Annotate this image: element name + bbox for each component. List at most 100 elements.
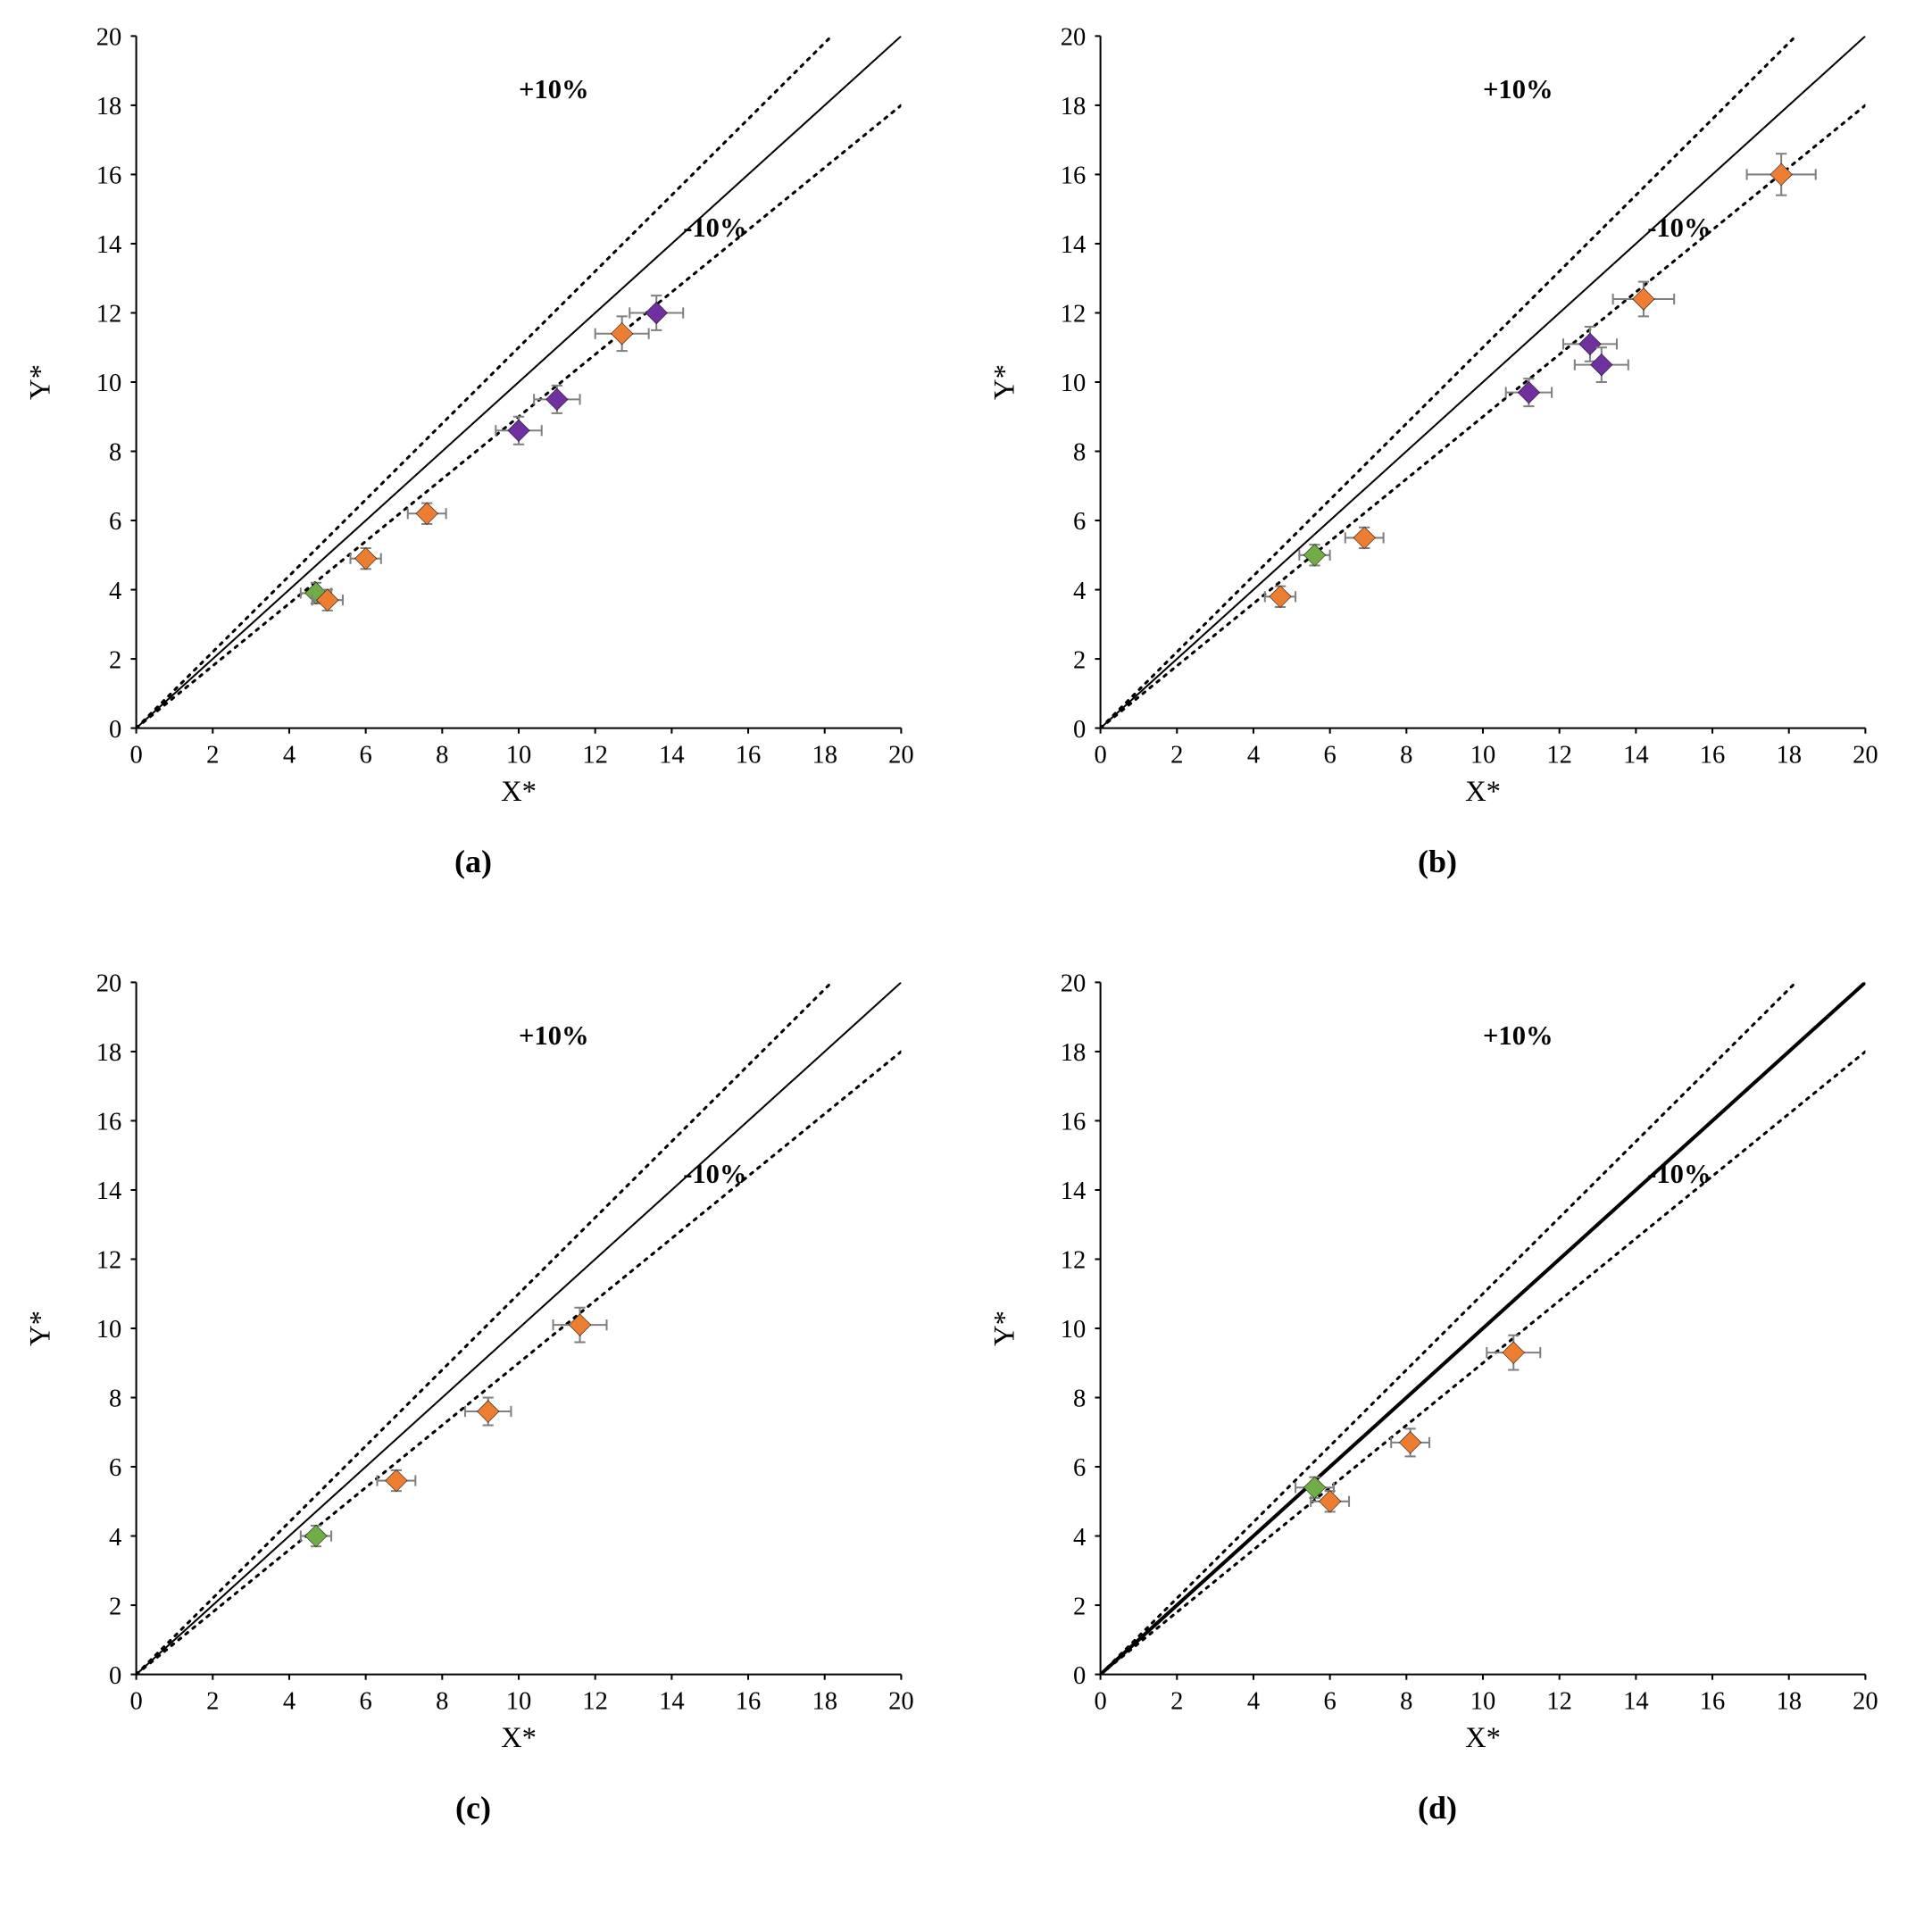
figure-grid: 0246810121416182002468101214161820+10%-1…	[18, 18, 1893, 1875]
upper-band-label: +10%	[519, 1020, 589, 1051]
x-tick-label: 6	[359, 1687, 371, 1715]
y-tick-label: 20	[96, 24, 122, 52]
x-tick-label: 18	[812, 741, 837, 769]
lower-band-line	[1101, 105, 1866, 728]
lower-band-line	[137, 1052, 902, 1675]
x-tick-label: 4	[283, 1687, 296, 1715]
data-marker	[1518, 381, 1539, 403]
y-tick-label: 18	[1061, 1039, 1087, 1067]
data-marker	[1770, 163, 1792, 185]
x-tick-label: 16	[736, 741, 762, 769]
lower-band-label: -10%	[683, 212, 746, 243]
x-tick-label: 6	[359, 741, 371, 769]
x-tick-label: 18	[812, 1687, 837, 1715]
data-marker	[1353, 527, 1375, 548]
y-tick-label: 2	[109, 646, 121, 674]
panel-a: 0246810121416182002468101214161820+10%-1…	[18, 18, 929, 928]
y-tick-label: 12	[1061, 301, 1087, 329]
y-tick-label: 2	[1073, 646, 1086, 674]
y-tick-label: 18	[1061, 93, 1087, 121]
lower-band-line	[1101, 1052, 1866, 1675]
y-axis-label: Y*	[25, 1311, 57, 1346]
data-marker	[1399, 1432, 1420, 1453]
x-tick-label: 0	[129, 1687, 142, 1715]
y-tick-label: 12	[96, 1247, 122, 1275]
data-marker	[569, 1314, 590, 1336]
panel-c: 0246810121416182002468101214161820+10%-1…	[18, 964, 929, 1875]
y-tick-label: 16	[96, 162, 122, 190]
parity-line	[137, 36, 902, 728]
x-tick-label: 2	[206, 741, 219, 769]
y-tick-label: 4	[1073, 1524, 1086, 1552]
x-axis-label: X*	[1465, 776, 1501, 808]
data-marker	[386, 1469, 407, 1491]
x-tick-label: 20	[1853, 741, 1878, 769]
y-tick-label: 10	[1061, 1316, 1087, 1344]
x-tick-label: 18	[1776, 741, 1802, 769]
x-tick-label: 20	[1853, 1687, 1878, 1715]
y-axis-label: Y*	[25, 364, 57, 400]
y-tick-label: 6	[1073, 1454, 1086, 1482]
x-tick-label: 18	[1776, 1687, 1802, 1715]
y-tick-label: 16	[1061, 162, 1087, 190]
x-tick-label: 10	[1470, 1687, 1496, 1715]
x-tick-label: 12	[1546, 741, 1572, 769]
y-tick-label: 8	[109, 439, 121, 467]
x-tick-label: 20	[888, 741, 914, 769]
x-tick-label: 8	[1400, 741, 1412, 769]
y-tick-label: 6	[109, 1454, 121, 1482]
upper-band-label: +10%	[1483, 74, 1553, 104]
y-tick-label: 2	[109, 1593, 121, 1620]
scatter-chart: 0246810121416182002468101214161820+10%-1…	[18, 964, 929, 1784]
upper-band-line	[1101, 36, 1796, 728]
x-tick-label: 14	[659, 1687, 685, 1715]
y-tick-label: 10	[96, 1316, 122, 1344]
x-tick-label: 2	[1170, 1687, 1183, 1715]
y-tick-label: 2	[1073, 1593, 1086, 1620]
y-axis-label: Y*	[989, 1311, 1021, 1346]
x-tick-label: 2	[206, 1687, 219, 1715]
x-tick-label: 16	[1700, 1687, 1726, 1715]
upper-band-line	[137, 36, 832, 728]
y-tick-label: 12	[96, 301, 122, 329]
x-tick-label: 10	[506, 741, 532, 769]
data-marker	[305, 1525, 327, 1546]
y-tick-label: 4	[1073, 578, 1086, 605]
y-tick-label: 0	[1073, 1662, 1086, 1690]
parity-line	[1101, 982, 1866, 1674]
scatter-chart: 0246810121416182002468101214161820+10%-1…	[982, 18, 1893, 837]
upper-band-line	[1101, 982, 1796, 1674]
x-tick-label: 4	[1247, 1687, 1260, 1715]
y-axis-label: Y*	[989, 364, 1021, 400]
y-tick-label: 12	[1061, 1247, 1087, 1275]
x-tick-label: 2	[1170, 741, 1183, 769]
panel-caption: (c)	[455, 1789, 491, 1827]
x-tick-label: 0	[1094, 741, 1106, 769]
data-marker	[416, 503, 437, 524]
x-tick-label: 10	[1470, 741, 1496, 769]
y-tick-label: 20	[1061, 24, 1087, 52]
lower-band-label: -10%	[683, 1159, 746, 1189]
y-tick-label: 16	[96, 1109, 122, 1136]
y-tick-label: 4	[109, 578, 121, 605]
y-tick-label: 14	[1061, 1178, 1087, 1205]
x-axis-label: X*	[501, 1722, 537, 1754]
panel-caption: (a)	[454, 843, 492, 880]
data-marker	[546, 388, 568, 410]
x-tick-label: 12	[582, 741, 608, 769]
y-tick-label: 16	[1061, 1109, 1087, 1136]
x-tick-label: 10	[506, 1687, 532, 1715]
y-tick-label: 6	[1073, 508, 1086, 536]
panel-caption: (d)	[1418, 1789, 1457, 1827]
y-tick-label: 18	[96, 1039, 122, 1067]
x-tick-label: 12	[1546, 1687, 1572, 1715]
upper-band-label: +10%	[519, 74, 589, 104]
x-tick-label: 12	[582, 1687, 608, 1715]
x-tick-label: 16	[1700, 741, 1726, 769]
x-axis-label: X*	[501, 776, 537, 808]
x-tick-label: 14	[659, 741, 685, 769]
lower-band-label: -10%	[1647, 1159, 1711, 1189]
y-tick-label: 14	[96, 231, 122, 259]
x-tick-label: 16	[736, 1687, 762, 1715]
data-marker	[1591, 354, 1612, 375]
